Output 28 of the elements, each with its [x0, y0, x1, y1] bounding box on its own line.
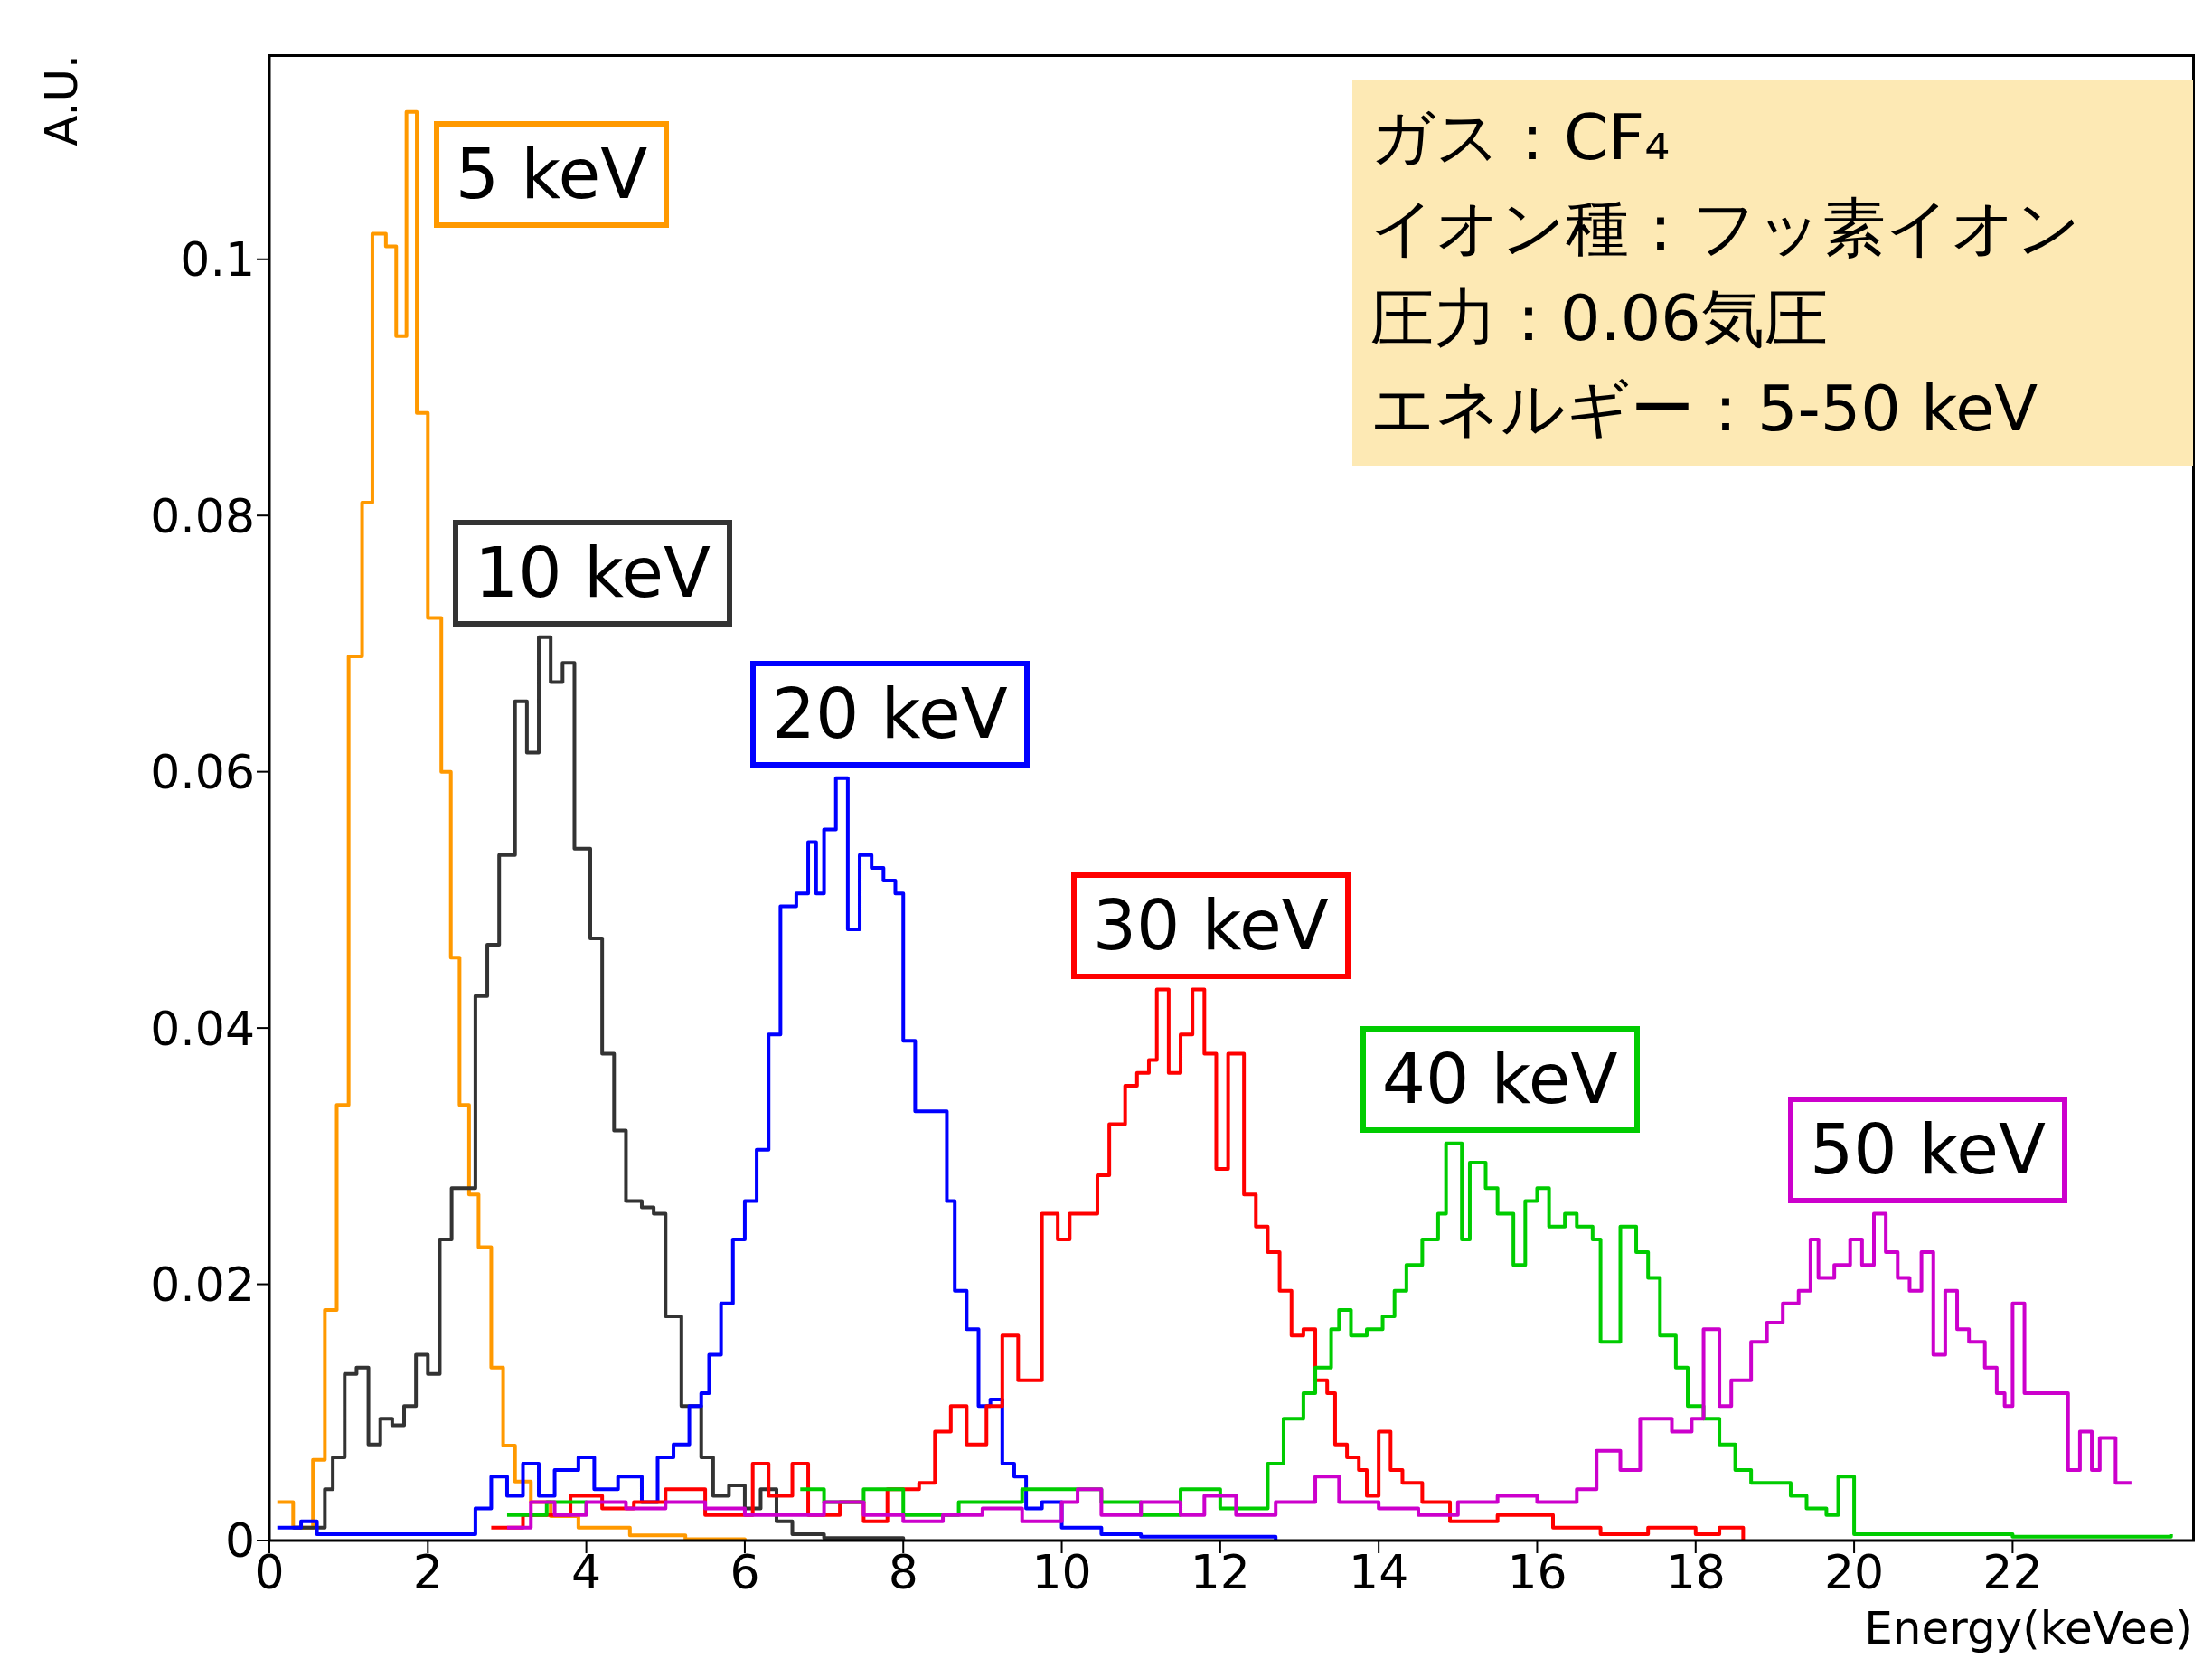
x-tick-label: 20 [1824, 1544, 1885, 1599]
series-label: 5 keV [433, 120, 670, 228]
x-tick-label: 4 [571, 1544, 602, 1599]
series-label: 10 keV [453, 519, 732, 627]
x-tick-label: 22 [1982, 1544, 2043, 1599]
y-tick-label: 0.1 [180, 232, 255, 287]
x-tick-label: 6 [729, 1544, 760, 1599]
x-tick-label: 2 [412, 1544, 443, 1599]
x-tick-label: 18 [1665, 1544, 1726, 1599]
y-axis-title: A.U. [34, 54, 89, 146]
annotation: ガス：CF₄ [1370, 99, 1671, 176]
x-tick-label: 16 [1507, 1544, 1567, 1599]
annotation: エネルギー：5-50 keV [1370, 371, 2039, 448]
annotation: 圧力：0.06気圧 [1370, 280, 1829, 357]
x-tick-label: 10 [1031, 1544, 1092, 1599]
series-label: 30 keV [1070, 872, 1351, 979]
x-tick-label: 12 [1190, 1544, 1250, 1599]
x-tick-label: 14 [1349, 1544, 1409, 1599]
y-tick-label: 0.02 [150, 1258, 255, 1313]
series-label: 20 keV [749, 660, 1030, 768]
y-tick-label: 0.08 [150, 488, 255, 543]
y-tick-label: 0.04 [150, 1001, 255, 1056]
x-axis-title: Energy(keVee) [1864, 1601, 2193, 1655]
x-tick-label: 8 [888, 1544, 918, 1599]
series-label: 40 keV [1360, 1025, 1640, 1133]
series-label: 50 keV [1788, 1096, 2067, 1203]
y-tick-label: 0.06 [150, 745, 255, 800]
annotation: イオン種：フッ素イオン [1370, 190, 2082, 267]
